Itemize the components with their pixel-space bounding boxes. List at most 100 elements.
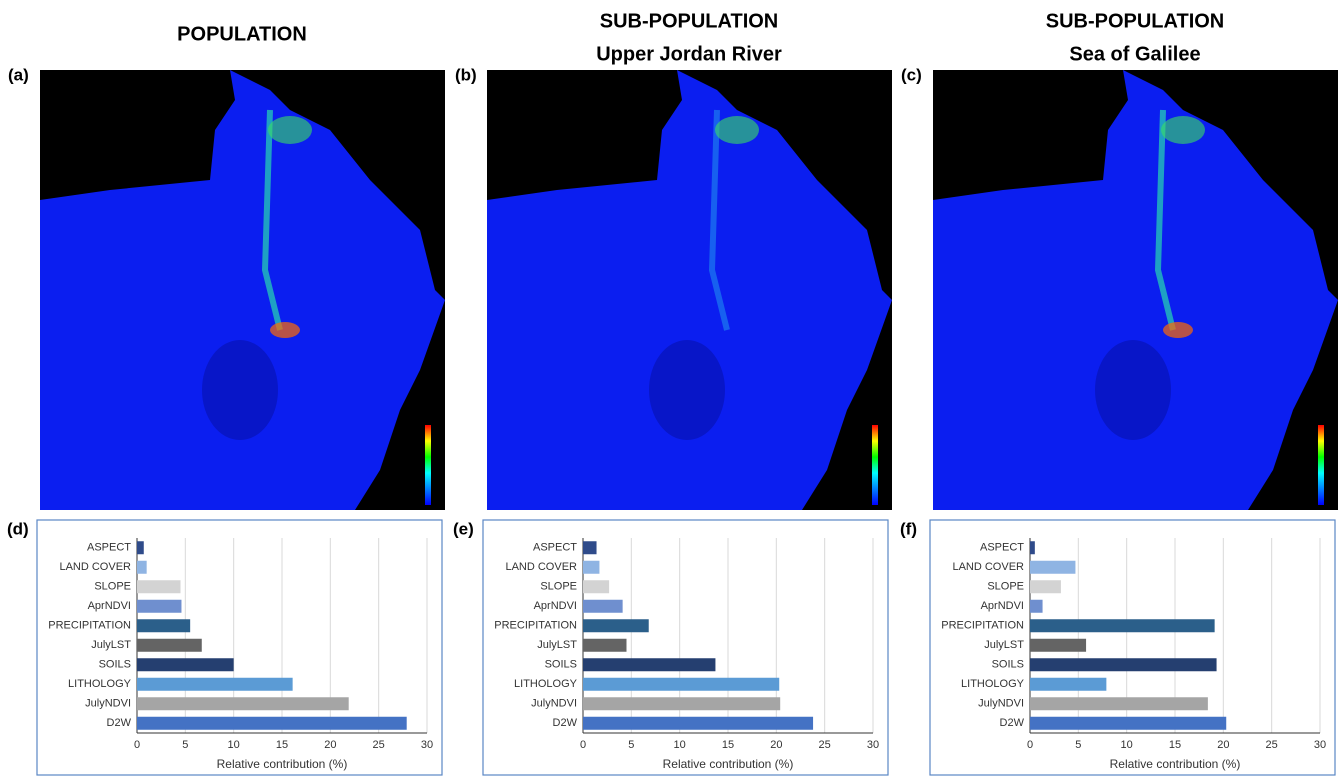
panel-label: (b) xyxy=(455,65,477,84)
panel-label: (f) xyxy=(900,519,917,538)
hotspot xyxy=(268,116,312,144)
bar xyxy=(583,541,597,554)
x-tick-label: 0 xyxy=(580,739,586,751)
bar xyxy=(1030,580,1061,593)
x-tick-label: 10 xyxy=(674,739,686,751)
bar xyxy=(583,697,780,710)
category-label: LAND COVER xyxy=(59,561,131,573)
colorbar xyxy=(425,425,431,505)
bar xyxy=(137,580,181,593)
bar xyxy=(1030,697,1208,710)
hotspot xyxy=(1163,322,1193,338)
figure: (a) POPULATION (b) SUB-POPULATION Upper Jord… xyxy=(0,0,1341,778)
category-label: ASPECT xyxy=(980,542,1024,554)
hotspot xyxy=(270,322,300,338)
category-label: SOILS xyxy=(99,659,131,671)
category-label: SLOPE xyxy=(987,581,1024,593)
category-label: JulyLST xyxy=(91,639,131,651)
category-label: LITHOLOGY xyxy=(514,678,578,690)
category-label: SOILS xyxy=(992,659,1024,671)
x-tick-label: 0 xyxy=(1027,739,1033,751)
bar xyxy=(583,658,715,671)
bar xyxy=(137,619,190,632)
x-tick-label: 30 xyxy=(421,739,433,751)
colorbar xyxy=(872,425,878,505)
bar xyxy=(137,658,234,671)
category-label: PRECIPITATION xyxy=(941,620,1024,632)
x-tick-label: 25 xyxy=(1266,739,1278,751)
category-label: JulyNDVI xyxy=(85,698,131,710)
bar xyxy=(583,600,623,613)
category-label: SLOPE xyxy=(94,581,131,593)
bar xyxy=(137,561,147,574)
x-tick-label: 20 xyxy=(324,739,336,751)
x-tick-label: 25 xyxy=(819,739,831,751)
x-tick-label: 15 xyxy=(722,739,734,751)
bar xyxy=(583,561,599,574)
lake xyxy=(202,340,278,440)
category-label: LITHOLOGY xyxy=(961,678,1025,690)
panel-label: (c) xyxy=(901,65,922,84)
lake xyxy=(649,340,725,440)
map-panel: (c)SUB-POPULATIONSea of Galilee xyxy=(901,10,1338,510)
category-label: AprNDVI xyxy=(88,600,131,612)
bar xyxy=(1030,619,1215,632)
bar xyxy=(1030,678,1106,691)
category-label: D2W xyxy=(107,717,132,729)
x-axis-label: Relative contribution (%) xyxy=(217,757,348,771)
category-label: PRECIPITATION xyxy=(48,620,131,632)
bar xyxy=(137,541,144,554)
bar xyxy=(137,678,293,691)
bar xyxy=(137,600,181,613)
x-tick-label: 0 xyxy=(134,739,140,751)
map-panel: (a) POPULATION xyxy=(8,23,445,510)
x-tick-label: 10 xyxy=(1121,739,1133,751)
chart-panel: (e)051015202530ASPECTLAND COVERSLOPEAprN… xyxy=(453,519,888,775)
category-label: AprNDVI xyxy=(534,600,577,612)
category-label: JulyNDVI xyxy=(531,698,577,710)
map-title: POPULATION xyxy=(177,23,307,45)
bar xyxy=(1030,561,1075,574)
charts: (d) 0 5 10 15 20 25 30 ASPECT LAND COVER SLOPE AprN… xyxy=(7,519,1335,775)
category-label: ASPECT xyxy=(533,542,577,554)
x-tick-label: 30 xyxy=(1314,739,1326,751)
x-tick-label: 10 xyxy=(228,739,240,751)
colorbar xyxy=(1318,425,1324,505)
category-label: AprNDVI xyxy=(981,600,1024,612)
x-axis-label: Relative contribution (%) xyxy=(1110,757,1241,771)
x-tick-label: 5 xyxy=(182,739,188,751)
bar xyxy=(1030,658,1217,671)
x-tick-label: 20 xyxy=(770,739,782,751)
map-title: SUB-POPULATION xyxy=(600,10,779,32)
bar xyxy=(137,639,202,652)
x-tick-label: 5 xyxy=(1075,739,1081,751)
x-tick-label: 15 xyxy=(1169,739,1181,751)
bar xyxy=(583,619,649,632)
panel-label: (a) xyxy=(8,65,29,84)
x-tick-label: 25 xyxy=(373,739,385,751)
bar xyxy=(1030,600,1043,613)
map-panel: (b) SUB-POPULATION Upper Jordan River xyxy=(455,10,892,510)
chart-panel: (f) 0 5 10 15 20 25 30 ASPECT LAND COVER SLOPE AprN… xyxy=(900,519,1335,775)
category-label: ASPECT xyxy=(87,542,131,554)
bar xyxy=(583,580,609,593)
hotspot xyxy=(715,116,759,144)
category-label: JulyLST xyxy=(984,639,1024,651)
bar xyxy=(137,717,407,730)
panel-label: (d) xyxy=(7,519,29,538)
map-title: Sea of Galilee xyxy=(1069,43,1200,65)
bar xyxy=(1030,541,1035,554)
category-label: D2W xyxy=(553,717,578,729)
category-label: D2W xyxy=(1000,717,1025,729)
map-title: Upper Jordan River xyxy=(596,43,782,65)
category-label: LAND COVER xyxy=(952,561,1024,573)
category-label: JulyNDVI xyxy=(978,698,1024,710)
bar xyxy=(583,678,779,691)
category-label: PRECIPITATION xyxy=(494,620,577,632)
category-label: SLOPE xyxy=(540,581,577,593)
x-tick-label: 20 xyxy=(1217,739,1229,751)
category-label: LITHOLOGY xyxy=(68,678,132,690)
lake xyxy=(1095,340,1171,440)
bar xyxy=(1030,717,1226,730)
